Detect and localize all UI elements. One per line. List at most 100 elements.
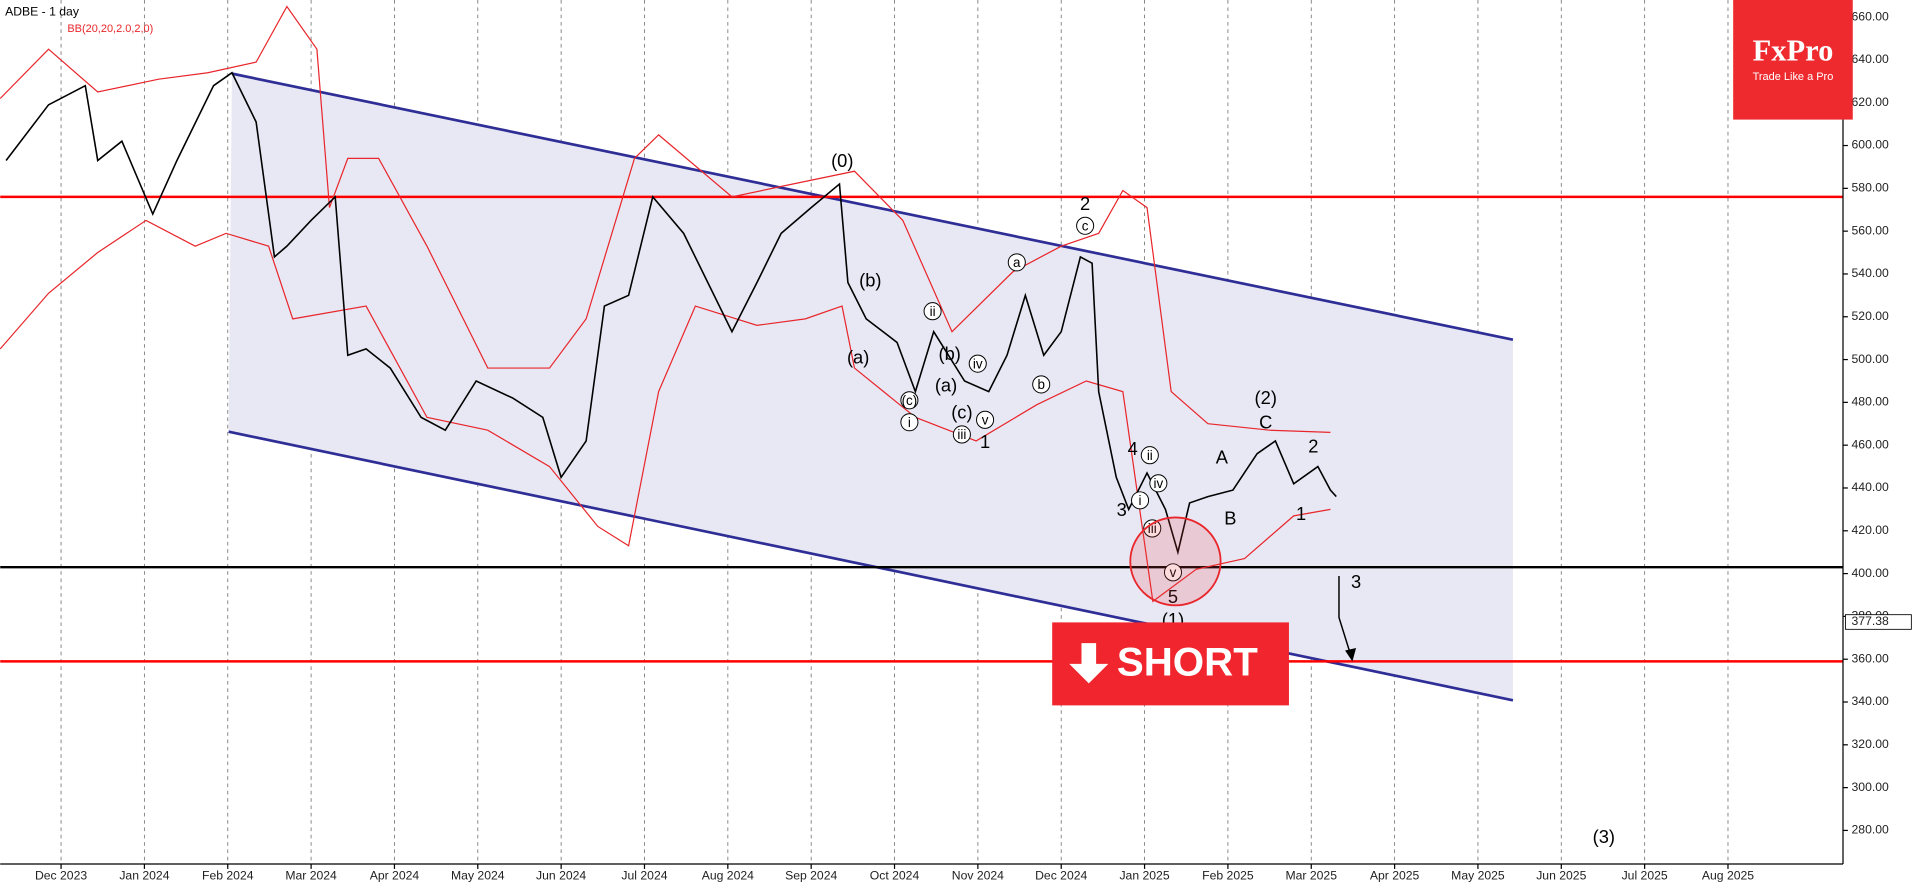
- y-tick-label: 420.00: [1852, 523, 1889, 537]
- y-tick-label: 400.00: [1852, 566, 1889, 580]
- x-tick-label: Jul 2025: [1622, 868, 1668, 882]
- wave-circle: [1143, 519, 1162, 538]
- wave-label: 2: [1308, 436, 1318, 457]
- wave-label: 1: [980, 431, 990, 452]
- back-layer: [60, 0, 1729, 865]
- wave-label: (c): [951, 402, 972, 423]
- wave-circle: [968, 354, 987, 373]
- y-tick-label: 320.00: [1852, 737, 1889, 751]
- wave-label: (b): [938, 343, 960, 364]
- wave-circle: [1007, 253, 1026, 272]
- x-tick-label: Jan 2024: [119, 868, 169, 882]
- wave-label: iv: [1154, 476, 1164, 491]
- x-tick-label: Jun 2025: [1536, 868, 1586, 882]
- channel-fill: [228, 73, 1513, 701]
- wave-label: B: [1224, 508, 1236, 529]
- channel-upper: [231, 72, 1514, 341]
- wave-label: 3: [1351, 571, 1361, 592]
- last-price-box: [1845, 614, 1912, 630]
- x-tick-label: Mar 2024: [285, 868, 337, 882]
- x-tick-label: Dec 2023: [35, 868, 87, 882]
- wave-label: C: [1259, 411, 1272, 432]
- wave-circle: [1149, 474, 1168, 493]
- wave-circle: [1140, 446, 1159, 465]
- x-tick-label: Oct 2024: [870, 868, 920, 882]
- y-tick-label: 620.00: [1852, 95, 1889, 109]
- price-line: [5, 71, 1337, 556]
- wave-label: (2): [1255, 387, 1277, 408]
- y-tick-label: 480.00: [1852, 395, 1889, 409]
- wave-label: i: [908, 415, 911, 430]
- wave-circle: [976, 410, 995, 429]
- y-tick-label: 360.00: [1852, 651, 1889, 665]
- wave-label: a: [1013, 255, 1021, 270]
- arrow-head: [1345, 648, 1357, 662]
- highlight-circle: [1129, 516, 1222, 607]
- wave-label: i: [1139, 493, 1142, 508]
- y-tick-label: 340.00: [1852, 694, 1889, 708]
- wave-circle: [1163, 563, 1183, 582]
- mid-layer: [0, 5, 1843, 702]
- wave-label: iii: [957, 427, 966, 442]
- front-layer: Dec 2023 Jan 2024 Feb 2024 Mar 2024 Apr 2024…: [35, 9, 1912, 882]
- y-tick-label: 280.00: [1852, 823, 1889, 837]
- wave-label: A: [1216, 447, 1229, 468]
- indicator-label: BB(20,20,2.0,2,0): [67, 23, 153, 35]
- wave-label: ii: [1147, 448, 1153, 463]
- wave-label: (a): [935, 375, 957, 396]
- wave-label: iv: [973, 356, 983, 371]
- x-tick-label: Jun 2024: [536, 868, 586, 882]
- wave-label: 4: [1128, 438, 1138, 459]
- x-tick-label: Feb 2024: [202, 868, 254, 882]
- wave-circle: [900, 413, 919, 432]
- wave-label: (c): [902, 393, 918, 408]
- y-tick-label: 300.00: [1852, 780, 1889, 794]
- y-tick-label: 460.00: [1852, 437, 1889, 451]
- short-label: SHORT: [1117, 640, 1258, 685]
- x-tick-label: Sep 2024: [785, 868, 837, 882]
- wave-label: c: [1082, 219, 1089, 234]
- y-tick-label: 580.00: [1852, 181, 1889, 195]
- wave-label: (3): [1593, 826, 1615, 847]
- x-tick-label: Apr 2024: [370, 868, 420, 882]
- x-tick-label: Nov 2024: [952, 868, 1004, 882]
- last-price-label: 377.38: [1852, 614, 1889, 628]
- wave-label: (a): [847, 347, 869, 368]
- x-tick-label: May 2025: [1451, 868, 1505, 882]
- x-tick-label: Aug 2024: [702, 868, 754, 882]
- wave-circle: [952, 425, 971, 444]
- x-tick-label: Apr 2025: [1370, 868, 1420, 882]
- wave-label: b: [1037, 377, 1044, 392]
- wave-label: (0): [831, 150, 853, 171]
- y-tick-label: 440.00: [1852, 480, 1889, 494]
- band-lower: [0, 219, 1331, 603]
- y-tick-label: 520.00: [1852, 309, 1889, 323]
- logo-tagline: Trade Like a Pro: [1753, 71, 1834, 83]
- wave-label: ii: [930, 304, 936, 319]
- x-tick-label: Jan 2025: [1119, 868, 1169, 882]
- wave-circle: [1032, 375, 1051, 394]
- wave-label: 5: [1168, 586, 1178, 607]
- wave-circle: [900, 391, 919, 410]
- chart-title: ADBE - 1 day: [5, 4, 80, 18]
- wave-label: iii: [1148, 521, 1157, 536]
- y-tick-label: 640.00: [1852, 52, 1889, 66]
- down-arrow-icon: [1069, 643, 1109, 684]
- wave-label: 3: [1117, 499, 1127, 520]
- wave-label: 1: [1296, 503, 1306, 524]
- y-tick-label: 660.00: [1852, 9, 1889, 23]
- band-upper: [0, 5, 1331, 433]
- x-tick-label: May 2024: [451, 868, 505, 882]
- wave-circle: [923, 302, 942, 321]
- y-tick-label: 500.00: [1852, 352, 1889, 366]
- x-tick-label: Jul 2024: [621, 868, 667, 882]
- logo-box: [1733, 0, 1853, 120]
- y-tick-label: 600.00: [1852, 138, 1889, 152]
- x-tick-label: Aug 2025: [1702, 868, 1754, 882]
- logo-brand: FxPro: [1753, 34, 1834, 68]
- wave-label: 2: [1080, 193, 1090, 214]
- wave-label: (b): [859, 270, 881, 291]
- wave-label: v: [982, 413, 989, 428]
- wave-label: v: [1170, 565, 1177, 580]
